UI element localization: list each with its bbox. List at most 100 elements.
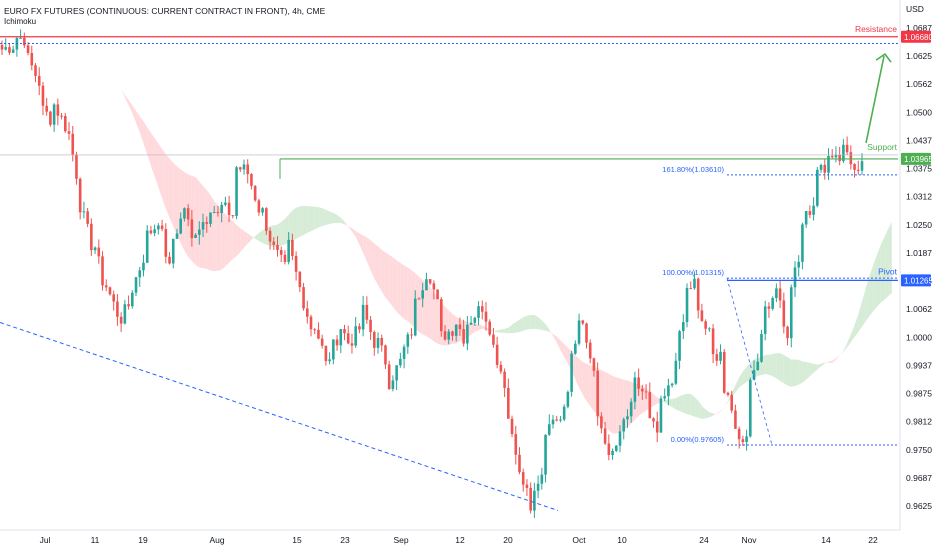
cloud-segment (746, 362, 751, 383)
candle-body (75, 154, 78, 179)
x-tick-label: Oct (572, 535, 586, 545)
candle-body (440, 299, 443, 332)
cloud-segment (296, 206, 300, 239)
candle-body (421, 290, 424, 299)
cloud-segment (355, 230, 360, 245)
time-axis[interactable]: Jul 11 19 Aug 15 23 Sep 12 20 Oct 10 24 Nov 14 22 (40, 535, 878, 545)
candle-body (845, 144, 849, 153)
candle-body (142, 262, 145, 271)
candle-body (782, 300, 786, 327)
cloud-segment (564, 343, 568, 364)
y-tick-label: 0.96250 (906, 501, 932, 511)
cloud-segment (474, 323, 479, 332)
candle-body (726, 392, 730, 395)
cloud-segment (303, 206, 308, 235)
candle-body (179, 218, 183, 234)
cloud-segment (351, 228, 356, 237)
cloud-segment (430, 286, 434, 342)
candle-body (384, 345, 387, 365)
x-tick-label: 23 (340, 535, 350, 545)
candle-body (581, 320, 585, 324)
cloud-segment (582, 361, 587, 401)
indicator-label[interactable]: Ichimoku (4, 17, 37, 26)
candle-body (164, 229, 168, 257)
candle-body (67, 131, 71, 134)
candle-body (816, 169, 819, 206)
cloud-segment (515, 319, 520, 333)
cloud-segment (400, 262, 405, 319)
candle-body (853, 164, 856, 170)
candle-body (681, 322, 685, 332)
candle-body (116, 301, 119, 317)
candle-body (78, 178, 82, 213)
candlestick-series (0, 29, 864, 518)
cloud-segment (579, 358, 583, 395)
candle-body (626, 416, 629, 420)
candle-body (194, 234, 197, 239)
cloud-segment (307, 206, 312, 233)
candle-body (607, 443, 611, 456)
candle-body (592, 358, 596, 371)
candle-body (495, 344, 499, 365)
candle-body (737, 428, 741, 440)
cloud-segment (255, 232, 259, 242)
cloud-segment (173, 162, 177, 236)
candle-body (212, 212, 216, 214)
candle-body (309, 316, 313, 330)
candle-body (819, 164, 823, 170)
cloud-segment (776, 353, 781, 381)
candle-body (406, 334, 410, 347)
cloud-segment (802, 361, 807, 383)
candle-body (19, 37, 22, 39)
cloud-segment (236, 224, 241, 257)
candle-body (372, 332, 376, 348)
cloud-segment (348, 226, 352, 232)
candle-body (570, 353, 573, 392)
candle-body (123, 304, 127, 324)
candle-body (611, 450, 614, 456)
cloud-segment (132, 105, 137, 123)
cloud-segment (232, 221, 237, 260)
cloud-segment (493, 330, 498, 333)
candle-body (734, 410, 737, 429)
cloud-segment (251, 236, 256, 240)
cloud-segment (370, 240, 375, 279)
candle-body (376, 337, 380, 348)
candle-body (268, 230, 272, 242)
cloud-segment (519, 317, 524, 333)
candle-body (641, 388, 644, 392)
candle-body (402, 346, 406, 359)
cloud-segment (742, 366, 747, 385)
cloud-segment (869, 265, 874, 317)
price-axis[interactable]: 1.06875 1.06250 1.05625 1.05000 1.04375 1.037… (906, 23, 932, 511)
support-label: Support (867, 142, 897, 152)
cloud-segment (620, 378, 624, 433)
cloud-segment (314, 206, 319, 230)
resistance-label: Resistance (855, 24, 897, 34)
candle-body (830, 155, 834, 158)
candle-body (350, 343, 354, 346)
candle-body (652, 418, 655, 422)
candle-body (708, 328, 711, 330)
cloud-segment (57, 47, 62, 50)
cloud-segment (83, 54, 88, 59)
cloud-segment (675, 396, 680, 412)
candle-body (752, 370, 756, 380)
cloud-segment (828, 360, 833, 364)
cloud-segment (806, 361, 810, 380)
y-tick-label: 0.99375 (906, 360, 932, 370)
candle-body (749, 379, 752, 437)
cloud-segment (139, 116, 144, 144)
candle-body (469, 322, 473, 325)
candle-body (559, 419, 562, 421)
candle-body (451, 331, 454, 336)
candle-body (763, 306, 767, 334)
candle-body (63, 116, 67, 132)
candle-body (380, 337, 384, 346)
candle-body (786, 326, 789, 339)
candle-body (827, 155, 830, 173)
x-tick-label: 24 (699, 535, 709, 545)
candle-body (644, 391, 648, 393)
y-tick-label: 1.04375 (906, 135, 932, 145)
